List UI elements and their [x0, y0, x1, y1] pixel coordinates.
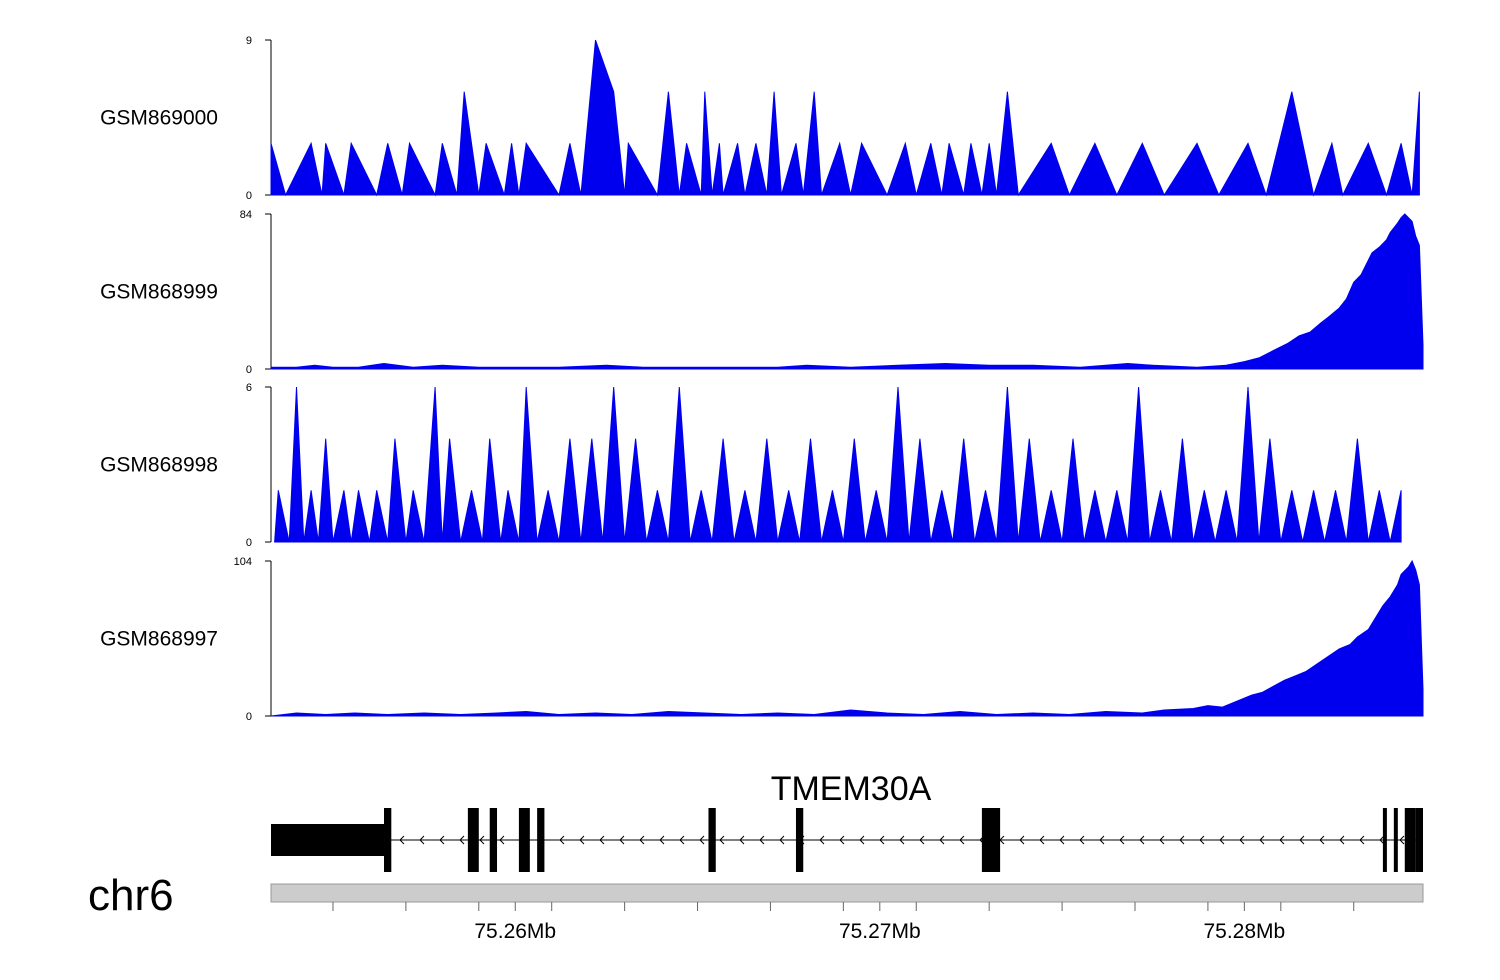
- strand-arrow: [1299, 835, 1305, 845]
- strand-arrow: [1159, 835, 1165, 845]
- track-GSM868999: GSM868999 0 84: [100, 209, 1424, 376]
- strand-arrow: [1059, 835, 1065, 845]
- strand-arrow: [1259, 835, 1265, 845]
- strand-arrow: [779, 835, 785, 845]
- coverage-area: [270, 559, 1424, 717]
- x-axis: 75.26Mb 75.27Mb 75.28Mb: [271, 901, 1423, 943]
- track-label: GSM869000: [100, 107, 218, 130]
- strand-arrow: [559, 835, 565, 845]
- coverage-area: [274, 386, 1402, 543]
- strand-arrow: [1039, 835, 1045, 845]
- strand-arrow: [1099, 835, 1105, 845]
- coding-exon: [795, 808, 804, 872]
- utr-exon: [271, 824, 385, 856]
- strand-arrow: [959, 835, 965, 845]
- strand-arrow: [579, 835, 585, 845]
- strand-arrow: [1019, 835, 1025, 845]
- gene-name: TMEM30A: [771, 770, 932, 808]
- strand-arrow: [599, 835, 605, 845]
- coding-exon: [467, 808, 479, 872]
- strand-arrow: [919, 835, 925, 845]
- y-tick-label: 9: [246, 35, 252, 47]
- track-label: GSM868999: [100, 281, 218, 304]
- strand-arrow: [1119, 835, 1125, 845]
- strand-arrow: [839, 835, 845, 845]
- track-label: GSM868997: [100, 628, 218, 651]
- strand-arrow: [1179, 835, 1185, 845]
- coding-exon: [981, 808, 1001, 872]
- strand-arrow: [1139, 835, 1145, 845]
- ideogram-band: [270, 883, 1424, 903]
- strand-arrow: [759, 835, 765, 845]
- strand-arrow: [1219, 835, 1225, 845]
- strand-arrow: [1339, 835, 1345, 845]
- chromosome-ideogram: chr6 75.26Mb 75.27Mb 75.28Mb: [88, 871, 1424, 943]
- coding-exon: [1382, 808, 1387, 872]
- strand-arrow: [719, 835, 725, 845]
- x-tick-label: 75.27Mb: [839, 920, 921, 943]
- y-tick-label: 6: [246, 382, 252, 394]
- strand-arrow: [1239, 835, 1245, 845]
- chromosome-label: chr6: [88, 871, 174, 920]
- strand-arrow: [479, 835, 485, 845]
- coverage-area: [270, 213, 1424, 370]
- y-tick-label: 0: [246, 711, 252, 723]
- coding-exon: [1393, 808, 1398, 872]
- coding-exon: [489, 808, 498, 872]
- strand-arrow: [699, 835, 705, 845]
- strand-arrow: [459, 835, 465, 845]
- coding-exon: [384, 808, 392, 872]
- coding-exon: [518, 808, 530, 872]
- coverage-tracks: GSM86900009GSM868999084GSM86899806GSM868…: [100, 35, 1424, 723]
- coding-exon: [537, 808, 545, 872]
- strand-arrow: [859, 835, 865, 845]
- strand-arrow: [499, 835, 505, 845]
- gene-model: [271, 808, 1423, 872]
- strand-arrow: [679, 835, 685, 845]
- strand-arrow: [619, 835, 625, 845]
- strand-arrow: [1319, 835, 1325, 845]
- strand-arrow: [1379, 835, 1385, 845]
- x-tick-label: 75.26Mb: [474, 920, 556, 943]
- strand-arrow: [639, 835, 645, 845]
- strand-arrow: [419, 835, 425, 845]
- track-GSM868998: GSM868998 0 6: [100, 382, 1402, 549]
- track-GSM869000: GSM869000 0 9: [100, 35, 1420, 202]
- y-tick-label: 0: [246, 537, 252, 549]
- y-tick-label: 0: [246, 190, 252, 202]
- strand-arrow: [899, 835, 905, 845]
- coding-exon: [1415, 808, 1423, 872]
- strand-arrow: [1079, 835, 1085, 845]
- strand-arrow: [439, 835, 445, 845]
- y-tick-label: 84: [240, 209, 252, 221]
- track-GSM868997: GSM868997 0 104: [100, 556, 1424, 723]
- strand-arrow: [1399, 835, 1405, 845]
- y-tick-label: 0: [246, 364, 252, 376]
- strand-arrow: [659, 835, 665, 845]
- strand-arrow: [879, 835, 885, 845]
- coding-exon: [708, 808, 716, 872]
- strand-arrow: [819, 835, 825, 845]
- coverage-area: [270, 39, 1420, 197]
- track-label: GSM868998: [100, 454, 218, 477]
- strand-arrow: [1279, 835, 1285, 845]
- strand-arrow: [1359, 835, 1365, 845]
- y-tick-label: 104: [234, 556, 252, 568]
- strand-arrow: [739, 835, 745, 845]
- strand-arrow: [939, 835, 945, 845]
- coding-exon: [1404, 808, 1416, 872]
- gene-track: TMEM30A: [271, 770, 1423, 872]
- strand-arrow: [399, 835, 405, 845]
- strand-arrow: [1199, 835, 1205, 845]
- x-tick-label: 75.28Mb: [1203, 920, 1285, 943]
